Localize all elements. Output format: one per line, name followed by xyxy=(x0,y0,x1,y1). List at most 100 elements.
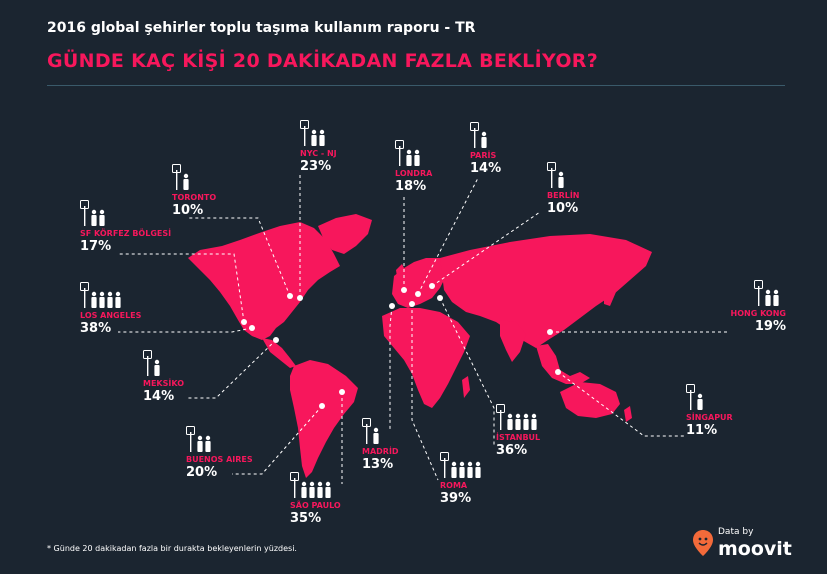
page-title: GÜNDE KAÇ KİŞİ 20 DAKİKADAN FAZLA BEKLİY… xyxy=(47,50,599,72)
city-madrid: MADRİD 13% xyxy=(362,418,399,471)
leader-la xyxy=(118,327,253,333)
city-dots xyxy=(241,283,561,409)
dot-la xyxy=(249,325,255,331)
dot-hk xyxy=(547,329,553,335)
africa-shape xyxy=(382,308,470,408)
person-icon xyxy=(481,131,487,148)
new-zealand-shape xyxy=(624,406,632,422)
people-waiting-icon xyxy=(80,282,121,308)
city-percent: 17% xyxy=(80,239,112,254)
moovit-pin-icon xyxy=(693,530,713,556)
madagascar-shape xyxy=(462,376,470,398)
bus-stop-sign-icon xyxy=(547,162,556,188)
bus-stop-sign-icon xyxy=(686,384,695,410)
continents xyxy=(188,214,652,478)
bus-stop-sign-icon xyxy=(186,426,195,452)
city-name: BUENOS AIRES xyxy=(186,455,253,464)
people-waiting-icon xyxy=(440,452,481,478)
person-icon xyxy=(697,393,703,410)
leader-lines xyxy=(118,175,728,484)
people-icons xyxy=(496,404,544,430)
person-icon xyxy=(317,481,323,498)
leader-buenos xyxy=(232,405,323,475)
person-icon xyxy=(523,413,529,430)
brand-block: Data by moovit xyxy=(690,525,792,561)
dot-roma xyxy=(409,301,415,307)
people-icons xyxy=(686,384,733,410)
city-istanbul: İSTANBUL 36% xyxy=(496,404,544,457)
dot-madrid xyxy=(389,303,395,309)
dot-londra xyxy=(401,287,407,293)
city-percent: 39% xyxy=(440,491,472,506)
people-icons xyxy=(547,162,580,188)
dot-toronto xyxy=(287,293,293,299)
city-percent: 36% xyxy=(496,443,528,458)
north-america-shape xyxy=(188,222,340,340)
people-waiting-icon xyxy=(290,472,331,498)
bus-stop-sign-icon xyxy=(80,200,89,226)
city-name: PARİS xyxy=(470,151,497,160)
leader-sf xyxy=(118,253,245,323)
person-icon xyxy=(319,129,325,146)
person-icon xyxy=(91,209,97,226)
people-waiting-icon xyxy=(496,404,537,430)
city-name: MEKSİKO xyxy=(143,379,185,388)
city-percent: 14% xyxy=(143,389,175,404)
person-icon xyxy=(107,291,113,308)
leader-meksiko xyxy=(188,339,277,399)
person-icon xyxy=(99,209,105,226)
divider xyxy=(47,85,785,86)
person-icon xyxy=(115,291,121,308)
people-waiting-icon xyxy=(754,280,779,306)
city-name: MADRİD xyxy=(362,447,399,456)
city-roma: ROMA 39% xyxy=(440,452,488,505)
people-waiting-icon xyxy=(80,200,105,226)
dot-singapur xyxy=(555,369,561,375)
person-icon xyxy=(99,291,105,308)
city-name: İSTANBUL xyxy=(496,433,541,442)
person-icon xyxy=(406,149,412,166)
city-la: LOS ANGELES 38% xyxy=(80,282,141,335)
city-name: BERLİN xyxy=(547,191,580,200)
person-icon xyxy=(558,171,564,188)
person-icon xyxy=(459,461,465,478)
city-percent: 18% xyxy=(395,179,427,194)
people-icons xyxy=(80,282,141,308)
person-icon xyxy=(301,481,307,498)
city-paris: PARİS 14% xyxy=(470,122,501,175)
city-buenos: BUENOS AIRES 20% xyxy=(186,426,253,479)
person-icon xyxy=(183,173,189,190)
person-icon xyxy=(154,359,160,376)
dot-istanbul xyxy=(437,295,443,301)
south-america-shape xyxy=(290,360,358,478)
bus-stop-sign-icon xyxy=(440,452,449,478)
city-name: NYC - NJ xyxy=(300,149,337,158)
bus-stop-sign-icon xyxy=(754,280,763,306)
leader-toronto xyxy=(188,217,291,297)
japan-shape xyxy=(604,282,616,306)
leader-madrid xyxy=(389,305,393,430)
people-icons xyxy=(143,350,184,376)
australia-shape xyxy=(560,382,620,418)
person-icon xyxy=(515,413,521,430)
city-londra: LONDRA 18% xyxy=(395,140,432,193)
people-waiting-icon xyxy=(362,418,379,444)
person-icon xyxy=(475,461,481,478)
person-icon xyxy=(373,427,379,444)
people-waiting-icon xyxy=(470,122,487,148)
city-percent: 23% xyxy=(300,159,332,174)
greenland-shape xyxy=(318,214,372,254)
city-name: SF KÖRFEZ BÖLGESİ xyxy=(80,229,172,238)
city-sf: SF KÖRFEZ BÖLGESİ 17% xyxy=(80,200,171,253)
bus-stop-sign-icon xyxy=(395,140,404,166)
people-icons xyxy=(290,472,341,498)
bus-stop-sign-icon xyxy=(362,418,371,444)
city-percent: 20% xyxy=(186,465,218,480)
people-icons xyxy=(470,122,501,148)
person-icon xyxy=(467,461,473,478)
city-name: ROMA xyxy=(440,481,468,490)
people-waiting-icon xyxy=(686,384,703,410)
city-percent: 10% xyxy=(172,203,204,218)
people-icons xyxy=(395,140,432,166)
